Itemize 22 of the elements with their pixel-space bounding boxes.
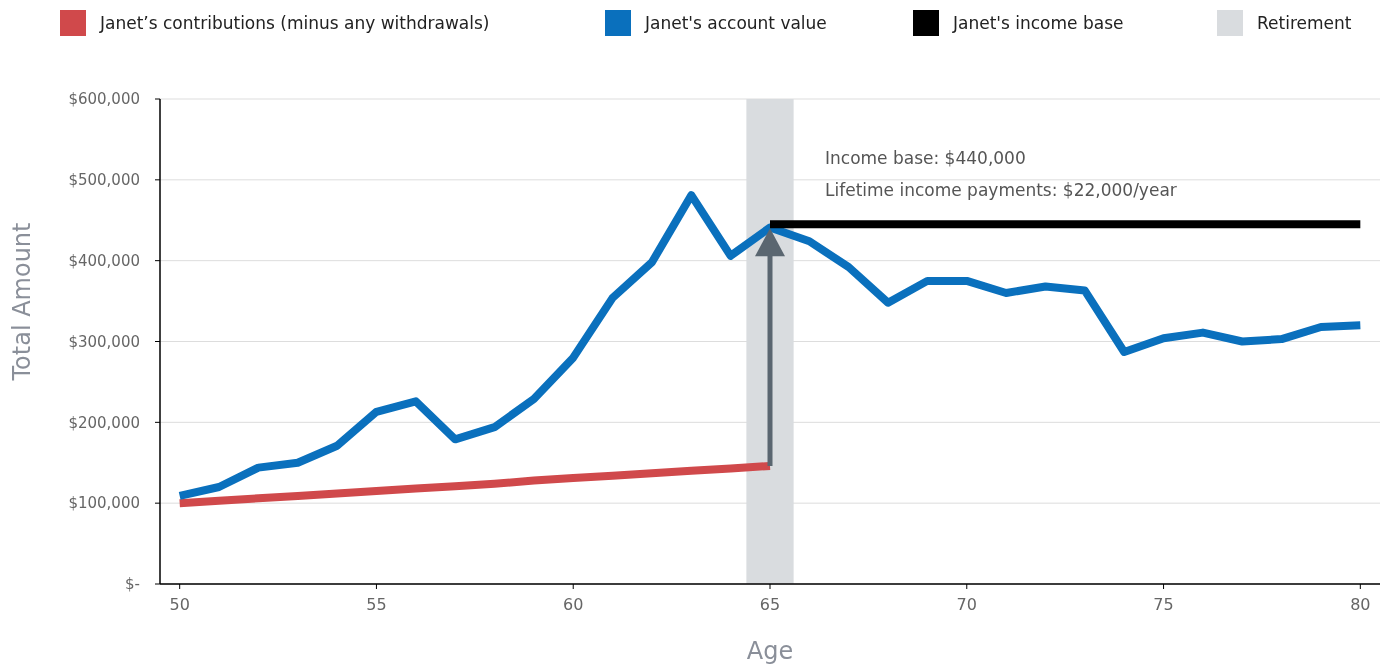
y-tick-label: $- bbox=[125, 575, 140, 594]
y-tick-label: $400,000 bbox=[68, 251, 140, 270]
x-tick-label: 65 bbox=[759, 595, 781, 614]
y-axis-title: Total Amount bbox=[8, 222, 36, 382]
x-tick-label: 80 bbox=[1350, 595, 1371, 614]
x-tick-label: 50 bbox=[169, 595, 190, 614]
legend-label: Janet's account value bbox=[644, 12, 827, 33]
y-tick-label: $500,000 bbox=[68, 171, 140, 190]
legend-label: Retirement bbox=[1257, 12, 1352, 33]
annotation: Lifetime income payments: $22,000/year bbox=[825, 180, 1177, 200]
y-tick-label: $300,000 bbox=[68, 332, 140, 351]
legend-label: Janet’s contributions (minus any withdrawals) bbox=[99, 12, 490, 33]
y-tick-label: $100,000 bbox=[68, 494, 140, 513]
x-axis-title: Age bbox=[746, 637, 794, 665]
x-tick-label: 70 bbox=[956, 595, 977, 614]
x-tick-label: 75 bbox=[1153, 595, 1174, 614]
y-tick-label: $600,000 bbox=[68, 90, 140, 109]
annotation: Income base: $440,000 bbox=[825, 148, 1026, 168]
x-tick-label: 55 bbox=[366, 595, 387, 614]
x-tick-label: 60 bbox=[563, 595, 584, 614]
legend-label: Janet's income base bbox=[952, 12, 1124, 33]
y-tick-label: $200,000 bbox=[68, 413, 140, 432]
